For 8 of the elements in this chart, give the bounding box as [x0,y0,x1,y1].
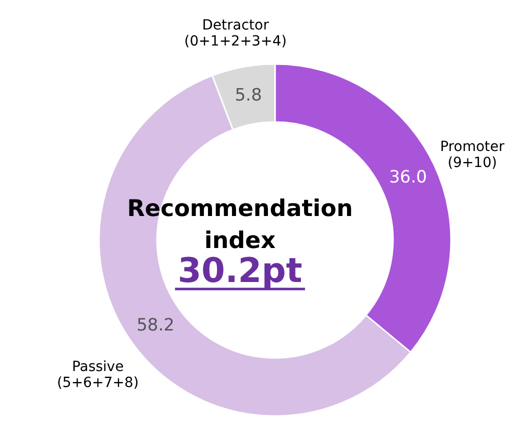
text: 30.2pt [178,251,302,291]
data-label: 58.2 [136,316,174,336]
text: Recommendation index [127,196,353,254]
data-label: 5.8 [234,85,262,106]
slice-label: Detractor (0+1+2+3+4) [184,18,287,50]
slice-label: Promoter (9+10) [440,139,505,172]
slice-label: Passive (5+6+7+8) [56,359,139,392]
data-label: 36.0 [389,167,427,188]
